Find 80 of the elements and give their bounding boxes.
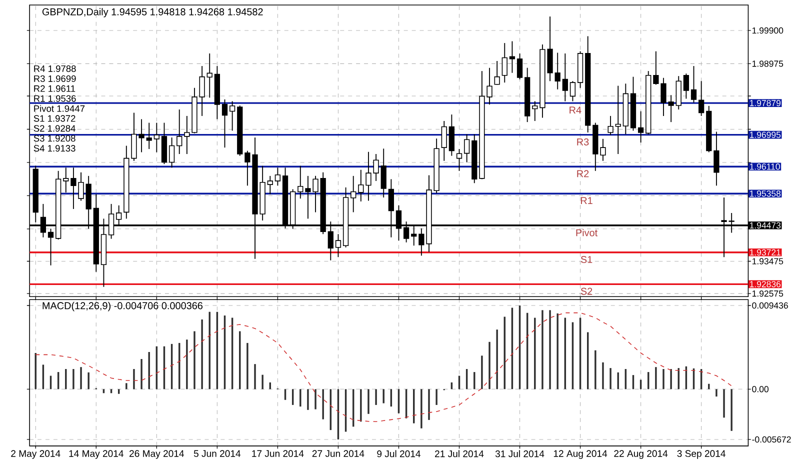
x-tick-label: 31 Jul 2014: [495, 450, 544, 458]
candlestick: [267, 176, 273, 195]
x-tick-label: 21 Jul 2014: [435, 450, 484, 458]
chart-title: MACD(12,26,9) -0.004706 0.000366: [42, 302, 203, 312]
candlestick: [380, 148, 386, 198]
candlestick: [532, 100, 538, 122]
annotation: R2 1.9611: [34, 85, 76, 92]
annotation: R4 1.9788: [34, 65, 76, 72]
candlestick: [441, 120, 447, 162]
x-tick-label: 27 Jun 2014: [312, 450, 364, 457]
y-tick-label: 0.009436: [752, 302, 788, 309]
x-tick-label: 3 Sep 2014: [677, 450, 726, 459]
x-tick-label: 9 Jul 2014: [377, 450, 420, 458]
y-tick-label: 1.93475: [752, 258, 784, 264]
text: 1.93721: [750, 249, 781, 256]
ref-line-label: S2: [580, 288, 592, 295]
annotation: R3 1.9699: [34, 75, 76, 82]
x-tick-label: 14 May 2014: [69, 450, 124, 459]
y-tick-label: -0.005672: [752, 436, 791, 443]
ref-line-label: R1: [580, 197, 592, 204]
y-tick-label: 0.00: [752, 386, 769, 392]
candlestick: [456, 148, 462, 172]
candlestick: [608, 116, 614, 136]
ref-line-label: R2: [577, 170, 589, 178]
candlestick: [154, 122, 160, 153]
candlestick: [168, 137, 175, 168]
candlestick: [206, 53, 212, 98]
x-tick-label: 17 Jun 2014: [252, 450, 304, 457]
candlestick: [274, 167, 281, 186]
annotation: Pivot 1.9447: [34, 105, 85, 112]
candlestick: [63, 167, 69, 193]
text: 1.94473: [750, 222, 781, 229]
ref-line-label: Pivot: [576, 229, 598, 236]
y-tick-label: 1.99900: [752, 27, 784, 34]
candlestick: [570, 80, 576, 102]
candlestick: [358, 169, 364, 202]
candlestick: [298, 165, 304, 200]
annotation: S1 1.9372: [34, 115, 76, 122]
chart-title: GBPNZD,Daily 1.94595 1.94818 1.94268 1.94582: [42, 8, 263, 18]
candlestick: [494, 60, 500, 86]
candlestick: [683, 73, 690, 100]
candlestick: [222, 99, 228, 148]
candlestick: [562, 53, 568, 102]
candlestick: [464, 134, 470, 163]
candlestick: [600, 138, 606, 162]
candlestick: [176, 109, 182, 155]
candlestick: [48, 228, 54, 266]
candlestick: [698, 80, 704, 116]
candlestick: [335, 234, 342, 258]
x-tick-label: 12 Aug 2014: [554, 450, 608, 459]
x-tick-label: 5 Jun 2014: [194, 450, 241, 457]
text: 1.95358: [750, 190, 781, 197]
text: 1.97879: [750, 100, 781, 106]
text: 1.96110: [750, 164, 780, 170]
annotation: R1 1.9536: [34, 95, 76, 102]
annotation: S4 1.9133: [34, 145, 76, 152]
annotation: S2 1.9284: [34, 125, 76, 132]
candlestick: [554, 52, 560, 90]
ref-line-label: R4: [570, 106, 582, 114]
text: 1.92836: [750, 281, 781, 288]
candlestick: [229, 100, 236, 132]
x-tick-label: 2 May 2014: [11, 450, 60, 459]
x-tick-label: 26 May 2014: [130, 450, 184, 459]
candlestick: [418, 228, 424, 256]
annotation: S3 1.9208: [34, 135, 76, 142]
candlestick: [350, 176, 356, 213]
candlestick: [615, 85, 621, 155]
x-tick-label: 22 Aug 2014: [614, 450, 668, 459]
candlestick: [638, 110, 644, 144]
ref-line-label: S1: [580, 256, 592, 264]
text: 1.96995: [750, 132, 781, 138]
candlestick: [714, 131, 720, 186]
candlestick: [146, 122, 152, 150]
y-tick-label: 1.92575: [752, 290, 784, 297]
candlestick: [184, 116, 190, 155]
candlestick: [502, 42, 508, 84]
y-tick-label: 1.98975: [752, 60, 784, 67]
candlestick: [516, 53, 523, 80]
ref-line-label: R3: [577, 138, 589, 146]
candlestick: [690, 66, 697, 104]
